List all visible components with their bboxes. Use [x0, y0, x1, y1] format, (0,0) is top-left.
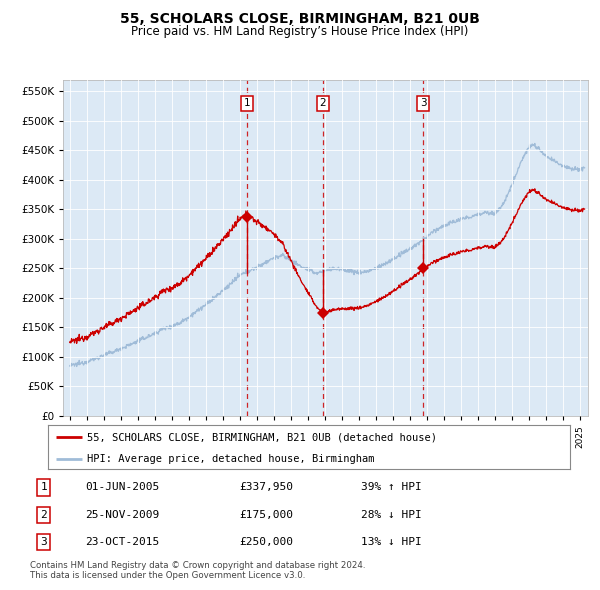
Text: 2: 2	[40, 510, 47, 520]
Text: 55, SCHOLARS CLOSE, BIRMINGHAM, B21 0UB: 55, SCHOLARS CLOSE, BIRMINGHAM, B21 0UB	[120, 12, 480, 26]
Text: 55, SCHOLARS CLOSE, BIRMINGHAM, B21 0UB (detached house): 55, SCHOLARS CLOSE, BIRMINGHAM, B21 0UB …	[87, 432, 437, 442]
Text: 2: 2	[320, 99, 326, 108]
Text: 01-JUN-2005: 01-JUN-2005	[85, 483, 160, 493]
Text: £175,000: £175,000	[240, 510, 294, 520]
Text: Price paid vs. HM Land Registry’s House Price Index (HPI): Price paid vs. HM Land Registry’s House …	[131, 25, 469, 38]
Text: 39% ↑ HPI: 39% ↑ HPI	[361, 483, 422, 493]
Text: 13% ↓ HPI: 13% ↓ HPI	[361, 537, 422, 547]
Text: HPI: Average price, detached house, Birmingham: HPI: Average price, detached house, Birm…	[87, 454, 374, 464]
Text: 28% ↓ HPI: 28% ↓ HPI	[361, 510, 422, 520]
Text: 3: 3	[420, 99, 427, 108]
Text: £250,000: £250,000	[240, 537, 294, 547]
Text: 23-OCT-2015: 23-OCT-2015	[85, 537, 160, 547]
Text: £337,950: £337,950	[240, 483, 294, 493]
Text: 1: 1	[40, 483, 47, 493]
Text: Contains HM Land Registry data © Crown copyright and database right 2024.
This d: Contains HM Land Registry data © Crown c…	[30, 560, 365, 580]
Text: 1: 1	[244, 99, 250, 108]
Text: 25-NOV-2009: 25-NOV-2009	[85, 510, 160, 520]
Text: 3: 3	[40, 537, 47, 547]
